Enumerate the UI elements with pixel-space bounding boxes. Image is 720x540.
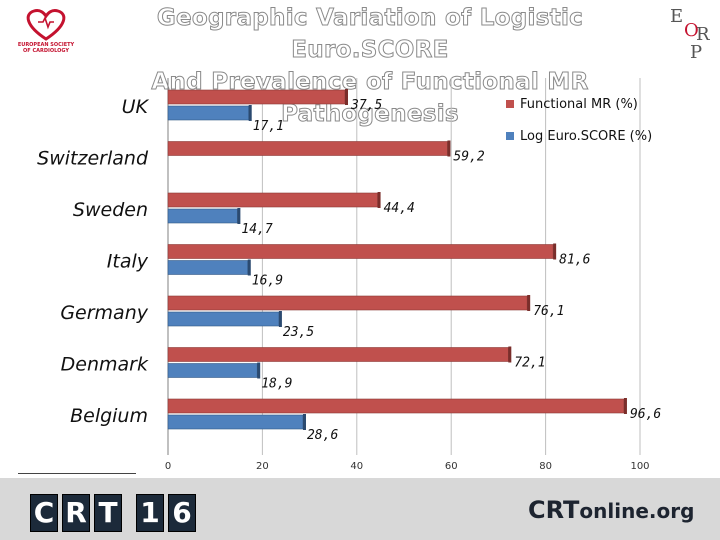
bar-log-euroscore-end [237,208,241,224]
eorp-letter-o: O [684,20,699,41]
bar-log-euroscore-end [257,362,261,379]
bar-log-euroscore [167,311,280,327]
crt-logo-gap [126,494,132,530]
eorp-letter-p: P [690,42,703,63]
category-label: Switzerland [37,148,149,170]
bar-functional-mr [167,295,528,311]
bar-functional-mr-end [623,398,627,414]
eorp-logo: E O R P [666,6,716,66]
crtonline-suffix: online.org [579,499,695,523]
bar-log-euroscore [167,414,304,430]
value-label-functional-mr: 72,1 [514,356,545,371]
bar-log-euroscore [167,363,258,378]
title-line-2: And Prevalence of Functional MR Pathogen… [151,69,589,128]
legend: Functional MR (%) Log Euro.SCORE (%) [506,97,652,144]
eorp-letter-r: R [696,24,710,45]
bars [167,89,627,430]
legend-label-functional-mr: Functional MR (%) [520,97,638,112]
category-label: UK [122,96,150,118]
legend-swatch-log-euroscore [506,132,514,140]
bar-functional-mr [167,244,554,259]
value-label-functional-mr: 37,5 [350,98,382,113]
bar-functional-mr-end [377,192,381,208]
bar-functional-mr [167,141,448,156]
crt-logo-letter: 1 [136,494,164,532]
value-label-functional-mr: 81,6 [559,253,590,268]
eorp-letter-e: E [670,6,684,27]
bar-functional-mr [167,398,625,414]
value-label-functional-mr: 59,2 [453,150,484,165]
bar-functional-mr [167,192,378,208]
crtonline-main: CRT [528,496,580,524]
bar-functional-mr [167,347,509,362]
category-label: Belgium [70,405,148,427]
value-label-log-euroscore: 16,9 [252,274,283,289]
category-labels: UK Switzerland Sweden Italy Germany Denmark Be… [37,96,149,427]
legend-label-log-euroscore: Log Euro.SCORE (%) [520,129,652,144]
crtonline-logo[interactable]: CRTonline.org [528,496,694,524]
value-label-log-euroscore: 28,6 [307,428,338,443]
bar-chart: UK Switzerland Sweden Italy Germany Denmark Be… [37,78,661,472]
value-label-functional-mr: 76,1 [533,304,564,319]
x-tick-label: 100 [630,461,649,472]
bar-functional-mr-end [553,243,557,260]
footer-bar: C R T 1 6 CRTonline.org [0,478,720,540]
bar-log-euroscore-end [248,105,252,121]
heart-icon [26,9,66,41]
value-label-log-euroscore: 17,1 [253,119,284,134]
value-label-functional-mr: 44,4 [384,201,415,216]
bar-log-euroscore-end [302,414,306,430]
category-label: Italy [107,251,149,273]
value-labels: 37,5 17,1 59,2 44,4 14,7 81,6 16,9 76,1 23,5 72,1… [241,98,661,443]
x-tick-label: 80 [539,461,552,472]
crt-logo-letter: R [62,494,90,532]
value-label-log-euroscore: 14,7 [241,222,272,237]
bar-functional-mr-end [527,295,531,311]
bar-log-euroscore [167,208,238,224]
x-tick-label: 40 [350,461,363,472]
value-label-log-euroscore: 18,9 [261,377,292,392]
bar-functional-mr-end [508,346,512,363]
bar-functional-mr-end [447,140,451,157]
title-line-1: Geographic Variation of Logistic Euro.SC… [156,5,584,64]
x-tick-labels: 0 20 40 60 80 100 [165,461,650,472]
crt-logo-letter: C [30,494,58,532]
legend-swatch-functional-mr [506,100,514,108]
bar-log-euroscore [167,105,250,121]
value-label-functional-mr: 96,6 [630,407,661,422]
category-label: Denmark [61,354,149,376]
crt-logo-letter: T [94,494,122,532]
x-tick-label: 20 [256,461,269,472]
bar-functional-mr-end [345,89,348,105]
esc-logo-text: EUROPEAN SOCIETY OF CARDIOLOGY [17,42,75,54]
bar-functional-mr [167,89,346,105]
bar-log-euroscore-end [278,311,282,327]
x-tick-label: 60 [445,461,458,472]
esc-logo: EUROPEAN SOCIETY OF CARDIOLOGY [16,6,76,68]
bar-log-euroscore [167,260,249,275]
x-tick-label: 0 [165,461,171,472]
category-label: Germany [60,302,148,324]
crt16-logo: C R T 1 6 [30,494,196,532]
divider-line [18,473,136,474]
bar-log-euroscore-end [247,259,251,276]
category-label: Sweden [73,199,148,221]
crt-logo-letter: 6 [168,494,196,532]
page-title: Geographic Variation of Logistic Euro.SC… [80,2,660,130]
value-label-log-euroscore: 23,5 [283,325,314,340]
